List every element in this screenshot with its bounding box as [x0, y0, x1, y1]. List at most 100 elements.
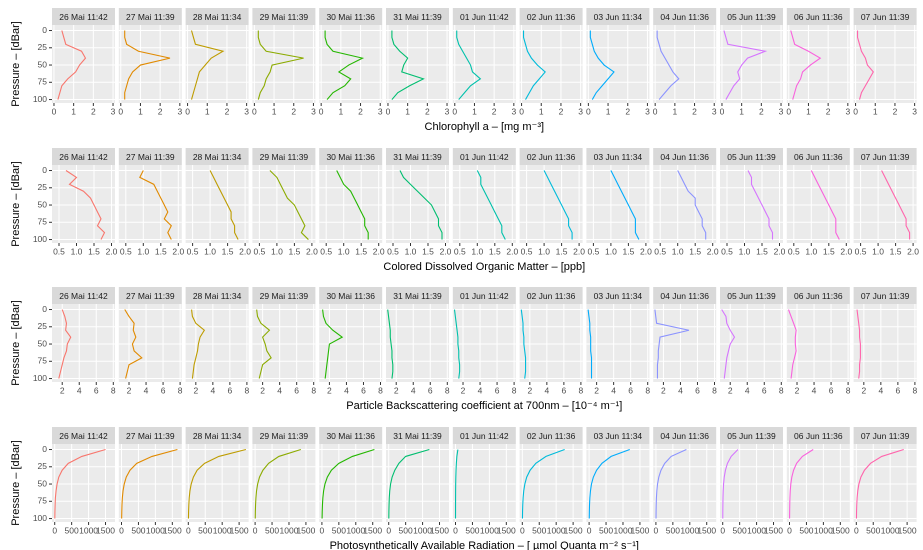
- x-tick-label: 6: [695, 385, 700, 395]
- strip: [319, 287, 383, 304]
- profile-line: [790, 30, 822, 100]
- facet-label: 07 Jun 11:39: [861, 431, 910, 441]
- profile-line: [254, 448, 302, 519]
- x-tick-label: 2: [60, 385, 65, 395]
- x-tick-label: 1: [806, 106, 811, 116]
- strip: [118, 8, 182, 25]
- profile-line: [747, 170, 774, 240]
- strip: [386, 287, 449, 304]
- x-tick-label: 4: [411, 385, 416, 395]
- profile-line: [54, 448, 106, 519]
- x-tick-label: 2: [826, 106, 831, 116]
- facet-label: 30 Mai 11:36: [326, 291, 375, 301]
- x-tick-label: 2.0: [172, 246, 184, 256]
- x-tick-label: 1500: [630, 525, 649, 535]
- facet-label: 31 Mai 11:39: [393, 152, 442, 162]
- facet-label: 07 Jun 11:39: [861, 152, 910, 162]
- x-tick-label: 1: [873, 106, 878, 116]
- facet-label: 26 Mai 11:42: [59, 291, 108, 301]
- x-tick-label: 1.5: [288, 246, 300, 256]
- x-tick-label: 500: [733, 525, 747, 535]
- x-tick-label: 1.5: [823, 246, 835, 256]
- x-tick-label: 1000: [814, 525, 833, 535]
- panel: [586, 444, 650, 522]
- y-tick-label: 50: [38, 478, 48, 488]
- facet-label: 03 Jun 11:34: [594, 12, 643, 22]
- profile-line: [209, 170, 239, 240]
- x-tick-label: 2: [759, 106, 764, 116]
- x-tick-label: 2.0: [106, 246, 118, 256]
- x-tick-label: 4: [812, 385, 817, 395]
- x-tick-label: 4: [478, 385, 483, 395]
- profile-line: [454, 449, 459, 519]
- panel: [185, 25, 249, 103]
- panel: [185, 304, 249, 382]
- panel: [52, 25, 115, 103]
- x-tick-label: 0: [185, 106, 190, 116]
- x-tick-label: 0: [786, 106, 791, 116]
- profile-line: [269, 170, 309, 240]
- x-tick-label: 1.0: [71, 246, 83, 256]
- facet-label: 05 Jun 11:39: [727, 291, 776, 301]
- x-tick-label: 1: [205, 106, 210, 116]
- x-tick-label: 0.5: [521, 246, 533, 256]
- facet-label: 30 Mai 11:36: [326, 12, 375, 22]
- x-axis-title: Photosynthetically Available Radiation –…: [330, 540, 639, 550]
- panel: [452, 304, 516, 382]
- x-tick-label: 3: [445, 106, 450, 116]
- panel: [386, 304, 449, 382]
- y-tick-label: 25: [38, 182, 48, 192]
- strip: [319, 427, 383, 444]
- strip: [52, 287, 115, 304]
- x-tick-label: 1000: [280, 525, 299, 535]
- y-tick-label: 100: [33, 234, 47, 244]
- profile-line: [522, 30, 546, 100]
- x-tick-label: 0: [519, 106, 524, 116]
- panel: [185, 165, 249, 243]
- profile-line: [656, 30, 680, 100]
- x-tick-label: 3: [712, 106, 717, 116]
- panel: [52, 444, 115, 522]
- x-tick-label: 500: [198, 525, 212, 535]
- profile-line: [191, 309, 206, 379]
- x-tick-label: 1.0: [538, 246, 550, 256]
- x-tick-label: 3: [845, 106, 850, 116]
- panel: [586, 165, 650, 243]
- x-tick-label: 0.5: [587, 246, 599, 256]
- strip: [252, 148, 316, 165]
- y-tick-label: 100: [33, 94, 47, 104]
- panel: [252, 304, 316, 382]
- x-tick-label: 1.0: [338, 246, 350, 256]
- x-tick-label: 4: [878, 385, 883, 395]
- x-tick-label: 0: [452, 106, 457, 116]
- facet-label: 01 Jun 11:42: [460, 431, 509, 441]
- x-tick-label: 2.0: [907, 246, 919, 256]
- x-tick-label: 500: [799, 525, 813, 535]
- profile-line: [124, 30, 171, 100]
- facet-label: 05 Jun 11:39: [727, 431, 776, 441]
- panel: [786, 25, 850, 103]
- x-tick-label: 4: [210, 385, 215, 395]
- x-tick-label: 0: [720, 106, 725, 116]
- facet-label: 04 Jun 11:36: [660, 12, 709, 22]
- strip: [853, 287, 917, 304]
- strip: [653, 427, 717, 444]
- strip: [185, 148, 249, 165]
- facet-label: 05 Jun 11:39: [727, 152, 776, 162]
- x-tick-label: 2.0: [707, 246, 719, 256]
- x-tick-label: 8: [178, 385, 183, 395]
- profile-line: [855, 448, 904, 519]
- x-tick-label: 0: [386, 525, 391, 535]
- profile-line: [57, 30, 87, 100]
- x-tick-label: 0: [854, 525, 859, 535]
- x-tick-label: 2: [225, 106, 230, 116]
- y-tick-label: 50: [38, 199, 48, 209]
- y-tick-label: 0: [42, 165, 47, 175]
- strip: [519, 427, 583, 444]
- x-tick-label: 8: [846, 385, 851, 395]
- x-tick-label: 3: [779, 106, 784, 116]
- x-tick-label: 0: [253, 525, 258, 535]
- x-tick-label: 0: [320, 525, 325, 535]
- x-tick-label: 1: [405, 106, 410, 116]
- strip: [653, 287, 717, 304]
